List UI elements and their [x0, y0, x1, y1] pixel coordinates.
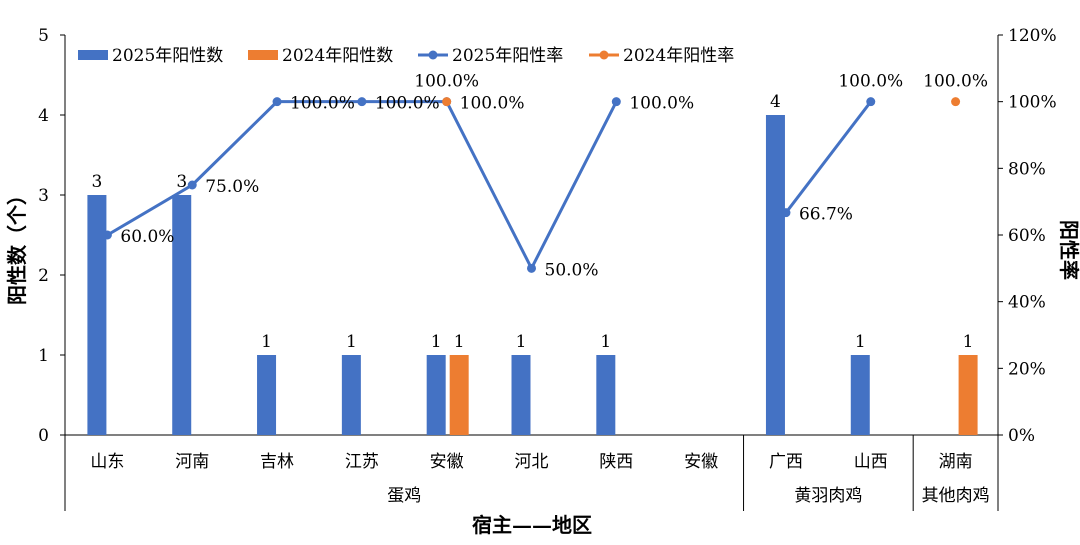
x-tick-label: 湖南 [939, 452, 973, 472]
x-tick-label: 陕西 [599, 452, 633, 472]
rate-point-2025 [272, 97, 282, 107]
y-tick-label: 1 [38, 346, 49, 366]
legend-swatch [248, 50, 278, 60]
x-tick-label: 吉林 [260, 452, 294, 472]
bar-2024 [958, 355, 978, 435]
rate-point-2025 [611, 97, 621, 107]
y-right-tick-label: 40% [1008, 293, 1046, 313]
legend: 2025年阳性数 2024年阳性数 2025年阳性率 2024年阳性率 [78, 46, 734, 66]
bar-value-label: 1 [431, 332, 442, 352]
legend-label: 2024年阳性率 [623, 46, 734, 66]
axes: 0 1 2 3 4 5 0% 20% 40% 60% 80% 100% 120% 山东 河南 吉林 江苏 安徽 河北… [38, 26, 1057, 511]
bar-value-label: 1 [261, 332, 272, 352]
legend-marker [599, 50, 609, 60]
rate-value-label: 100.0% [838, 72, 903, 92]
legend-marker [428, 50, 438, 60]
rate-point-2024 [951, 97, 961, 107]
bar-value-label: 3 [176, 172, 187, 192]
x-tick-label: 河南 [175, 452, 209, 472]
bar-2025 [596, 355, 616, 435]
y-tick-label: 3 [38, 186, 49, 206]
bar-value-label: 1 [454, 332, 465, 352]
rate-value-label: 100.0% [460, 94, 525, 114]
rate-point-2025 [781, 208, 791, 218]
legend-label: 2025年阳性数 [112, 46, 223, 66]
bar-2025 [172, 195, 192, 435]
bar-value-label: 1 [346, 332, 357, 352]
bar-2025 [257, 355, 277, 435]
bar-2025 [426, 355, 446, 435]
y-tick-label: 2 [38, 266, 49, 286]
bars [87, 115, 978, 435]
rate-value-label: 100.0% [414, 72, 479, 92]
x-tick-label: 安徽 [430, 452, 464, 472]
y-tick-label: 5 [38, 26, 49, 46]
y-right-tick-label: 120% [1008, 26, 1057, 46]
rate-value-label: 100.0% [923, 72, 988, 92]
bar-value-label: 1 [516, 332, 527, 352]
bar-2025 [850, 355, 870, 435]
legend-label: 2025年阳性率 [452, 46, 563, 66]
lines [102, 97, 961, 273]
rate-value-label: 50.0% [545, 260, 599, 280]
bar-value-label: 3 [91, 172, 102, 192]
rate-value-label: 60.0% [120, 227, 174, 247]
y-axis-right-title: 阳性率 [1057, 220, 1080, 280]
x-tick-label: 山西 [854, 452, 888, 472]
bar-2025 [87, 195, 107, 435]
rate-point-2025 [866, 97, 876, 107]
x-tick-label: 山东 [90, 452, 124, 472]
legend-label: 2024年阳性数 [282, 46, 393, 66]
legend-swatch [78, 50, 108, 60]
rate-value-label: 66.7% [799, 205, 853, 225]
rate-value-label: 100.0% [629, 94, 694, 114]
bar-value-label: 4 [770, 92, 781, 112]
rate-value-label: 75.0% [205, 177, 259, 197]
y-right-tick-label: 100% [1008, 93, 1057, 113]
rate-point-2025 [102, 230, 112, 240]
x-tick-label: 安徽 [684, 452, 718, 472]
bar-value-label: 1 [963, 332, 974, 352]
group-label: 其他肉鸡 [922, 486, 990, 506]
rate-point-2025 [357, 97, 367, 107]
bar-2024 [449, 355, 469, 435]
bar-value-label: 1 [600, 332, 611, 352]
bar-2025 [511, 355, 531, 435]
rate-value-label: 100.0% [375, 94, 440, 114]
x-axis-title: 宿主——地区 [472, 513, 592, 537]
rate-point-2025 [527, 263, 536, 273]
y-right-tick-label: 60% [1008, 226, 1046, 246]
bar-2025 [765, 115, 785, 435]
x-tick-label: 广西 [769, 452, 803, 472]
y-tick-label: 0 [38, 426, 49, 446]
y-right-tick-label: 0% [1008, 426, 1035, 446]
bar-value-label: 1 [855, 332, 866, 352]
y-axis-title: 阳性数（个） [5, 185, 29, 305]
rate-point-2024 [442, 97, 452, 107]
rate-value-label: 100.0% [290, 94, 355, 114]
y-tick-label: 4 [38, 106, 49, 126]
group-label: 黄羽肉鸡 [794, 486, 862, 506]
y-right-tick-label: 80% [1008, 159, 1046, 179]
rate-point-2025 [187, 180, 197, 190]
y-right-tick-label: 20% [1008, 359, 1046, 379]
rate-line-2025 [784, 100, 872, 214]
x-tick-label: 河北 [515, 452, 549, 472]
group-label: 蛋鸡 [387, 486, 421, 506]
bar-2025 [341, 355, 361, 435]
x-tick-label: 江苏 [345, 452, 379, 472]
